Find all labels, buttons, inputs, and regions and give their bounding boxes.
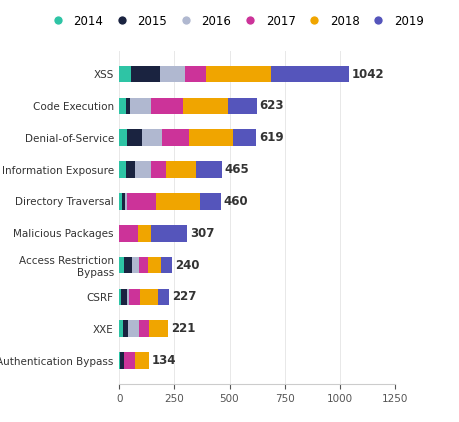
- Bar: [189, 130, 233, 146]
- Bar: [125, 193, 127, 210]
- Bar: [119, 97, 125, 114]
- Text: 1042: 1042: [352, 68, 385, 81]
- Bar: [119, 193, 122, 210]
- Bar: [119, 161, 125, 178]
- Bar: [119, 352, 120, 369]
- Bar: [119, 257, 124, 273]
- Bar: [271, 66, 349, 82]
- Bar: [127, 289, 129, 305]
- Legend: 2014, 2015, 2016, 2017, 2018, 2019: 2014, 2015, 2016, 2017, 2018, 2019: [42, 10, 428, 32]
- Bar: [131, 66, 160, 82]
- Bar: [119, 225, 138, 241]
- Bar: [160, 66, 185, 82]
- Bar: [120, 352, 124, 369]
- Bar: [135, 161, 151, 178]
- Text: 465: 465: [225, 163, 250, 176]
- Text: 460: 460: [224, 195, 248, 208]
- Bar: [151, 225, 187, 241]
- Text: 240: 240: [175, 259, 200, 272]
- Bar: [233, 130, 256, 146]
- Bar: [121, 289, 127, 305]
- Text: 307: 307: [190, 227, 214, 240]
- Bar: [166, 161, 196, 178]
- Bar: [207, 66, 271, 82]
- Bar: [158, 289, 169, 305]
- Bar: [140, 289, 158, 305]
- Bar: [127, 130, 142, 146]
- Text: 134: 134: [152, 354, 176, 367]
- Bar: [200, 193, 221, 210]
- Bar: [124, 257, 132, 273]
- Bar: [130, 97, 151, 114]
- Bar: [161, 257, 172, 273]
- Text: 623: 623: [260, 100, 284, 112]
- Bar: [123, 320, 128, 337]
- Text: 619: 619: [259, 131, 283, 144]
- Bar: [151, 97, 183, 114]
- Bar: [185, 66, 207, 82]
- Text: 221: 221: [171, 322, 196, 335]
- Bar: [129, 289, 140, 305]
- Bar: [119, 320, 123, 337]
- Bar: [119, 289, 121, 305]
- Bar: [142, 130, 162, 146]
- Bar: [132, 257, 139, 273]
- Bar: [128, 320, 139, 337]
- Bar: [196, 161, 222, 178]
- Bar: [151, 161, 166, 178]
- Bar: [119, 130, 127, 146]
- Bar: [183, 97, 228, 114]
- Bar: [119, 66, 131, 82]
- Bar: [122, 193, 125, 210]
- Bar: [125, 161, 135, 178]
- Bar: [148, 257, 161, 273]
- Bar: [162, 130, 189, 146]
- Bar: [127, 193, 156, 210]
- Text: 227: 227: [173, 290, 197, 303]
- Bar: [139, 257, 148, 273]
- Bar: [156, 193, 200, 210]
- Bar: [149, 320, 168, 337]
- Bar: [228, 97, 257, 114]
- Bar: [125, 97, 130, 114]
- Bar: [124, 352, 135, 369]
- Bar: [139, 320, 149, 337]
- Bar: [138, 225, 151, 241]
- Bar: [135, 352, 149, 369]
